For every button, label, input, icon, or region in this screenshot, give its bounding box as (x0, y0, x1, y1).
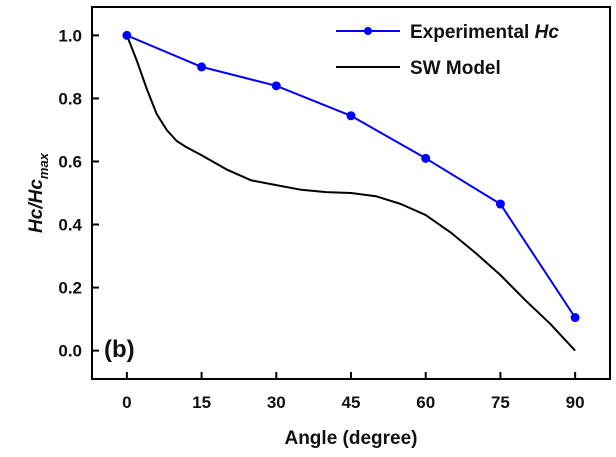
panel-label: (b) (104, 336, 135, 363)
data-point (271, 81, 281, 91)
x-tick-label: 45 (342, 393, 361, 412)
series-layer (122, 30, 580, 352)
x-tick-label: 90 (566, 393, 585, 412)
data-point (421, 153, 431, 163)
x-axis-title: Angle (degree) (284, 428, 417, 449)
legend-label-experimental: Experimental Hc (410, 22, 559, 43)
y-axis-title-main: Hc/Hc (26, 179, 47, 233)
data-point (570, 313, 580, 323)
y-tick-label: 0.6 (58, 152, 82, 171)
y-tick-label: 1.0 (58, 26, 82, 45)
y-axis-title: Hc/Hcmax (26, 152, 51, 233)
y-tick-label: 0.2 (58, 279, 82, 298)
series-line-experimental-hc (126, 34, 576, 319)
x-tick-label: 60 (416, 393, 435, 412)
legend: Experimental Hc SW Model (336, 22, 559, 79)
x-tick-label: 30 (267, 393, 286, 412)
y-tick-label: 0.8 (58, 89, 82, 108)
legend-label-experimental-text: Experimental (410, 22, 535, 43)
y-tick-label: 0.0 (58, 342, 82, 361)
data-point (122, 30, 132, 40)
x-axis: 0 15 30 45 60 75 90 (122, 372, 585, 412)
data-point (346, 111, 356, 121)
legend-marker-experimental (364, 27, 372, 35)
y-axis-title-subscript: max (36, 152, 51, 179)
data-point (495, 199, 505, 209)
legend-label-experimental-italic: Hc (535, 22, 560, 43)
series-line-sw-model (125, 35, 576, 352)
x-tick-label: 15 (192, 393, 211, 412)
y-axis: 0.0 0.2 0.4 0.6 0.8 1.0 (58, 26, 99, 361)
x-tick-label: 0 (122, 393, 131, 412)
legend-label-sw-model: SW Model (410, 58, 501, 79)
y-tick-label: 0.4 (58, 216, 82, 235)
data-point (197, 62, 207, 72)
x-tick-label: 75 (491, 393, 510, 412)
